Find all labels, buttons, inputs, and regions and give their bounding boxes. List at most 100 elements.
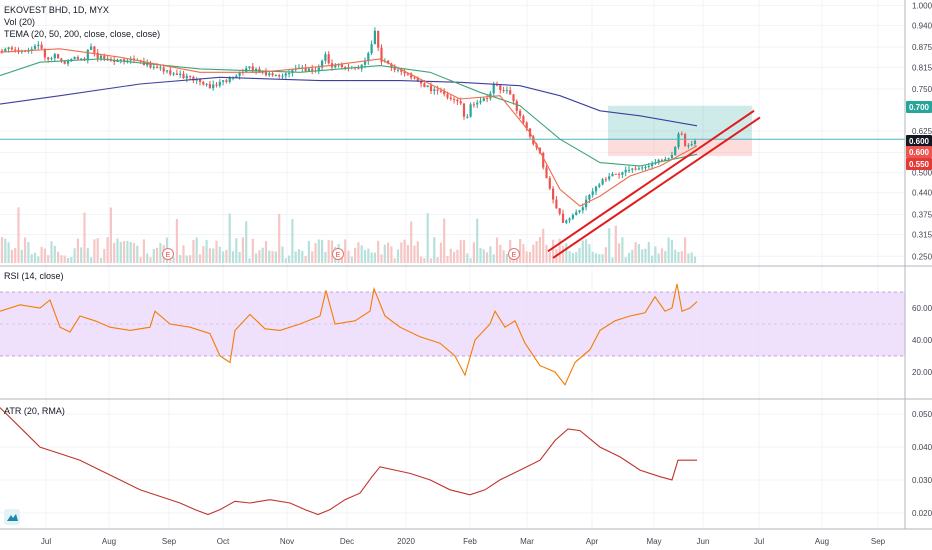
volume-bar [627,252,631,263]
candle-body [433,89,436,92]
atr-tick-label: 0.020 [912,509,932,518]
candle-body [396,69,400,71]
candle-body [264,70,268,76]
candle-body [604,179,607,181]
candle-body [532,136,535,145]
trendline[interactable] [552,116,761,259]
tema-200-line[interactable] [0,76,698,127]
volume-bar [33,252,37,263]
volume-bar [109,207,112,263]
volume-bar [99,257,103,263]
volume-bar [505,253,508,263]
candle-body [512,94,515,102]
volume-bar [294,251,297,263]
volume-bar [429,258,433,263]
candle-body [192,76,195,81]
volume-bar [231,251,235,263]
candle-body [235,75,238,78]
volume-bar [367,248,370,263]
volume-bar [304,255,307,263]
position-zones[interactable] [608,105,752,156]
candle-body [647,165,650,167]
trendline[interactable] [547,109,755,253]
candle-body [657,159,660,163]
candle-body [10,47,13,50]
candle-body [413,77,416,79]
volume-bar [179,255,182,263]
tradingview-logo-icon [4,509,20,525]
candle-body [542,153,545,168]
volume-bar [406,244,409,263]
tema-50-line[interactable] [0,58,698,167]
candle-body [571,215,574,219]
volume-bar [423,258,426,263]
volume-bar [215,240,218,263]
volume-bar [350,256,353,263]
candle-body [222,80,225,82]
candle-body [202,81,205,85]
candle-body [591,191,594,195]
candle-body [165,70,169,72]
earnings-marker[interactable] [332,248,344,260]
volume-bar [637,243,640,263]
price-tick-label: 0.815 [912,63,932,72]
volume-bar [132,243,136,263]
candle-body [33,46,37,49]
candle-body [4,48,7,52]
volume-bar [680,251,683,263]
volume-bar [479,248,482,263]
price-tag-label: 0.600 [909,148,930,157]
volume-bar [172,257,175,263]
rsi-tick-label: 60.00 [912,304,932,313]
x-tick-label: Jul [754,537,764,546]
volume-bar [241,237,244,263]
volume-bar [416,241,419,263]
candle-body [449,97,452,100]
volume-bar [205,239,208,263]
candle-body [393,67,396,70]
volume-bar [142,239,145,263]
volume-bar [453,251,456,263]
earnings-marker[interactable] [508,248,520,260]
price-tag-label: 0.700 [909,103,930,112]
candle-body [50,58,53,60]
candle-body [57,54,60,59]
rsi-pane[interactable] [0,283,905,386]
atr-line[interactable] [0,407,697,516]
candle-body [575,212,578,216]
volume-bar [363,249,367,263]
volume-bar [670,239,673,263]
volume-bar [396,249,400,263]
volume-bar [24,237,27,263]
position-zone-loss[interactable] [608,139,752,156]
price-tick-label: 0.315 [912,231,932,240]
volume-bar [644,248,647,263]
volume-bar [258,250,261,263]
atr-pane[interactable] [0,407,697,516]
candle-body [7,47,10,49]
candle-body [410,73,413,78]
candle-body [37,44,40,47]
candle-body [159,67,162,69]
candle-body [255,68,258,71]
candle-body [459,101,462,104]
x-tick-label: Aug [102,537,116,546]
tema-20-line[interactable] [0,48,698,207]
price-tick-label: 0.940 [912,21,932,30]
candle-body [446,94,449,98]
candle-body [238,71,241,76]
volume-bar [274,251,277,263]
volume-bar [571,252,574,263]
x-tick-label: Aug [815,537,829,546]
earnings-marker[interactable] [162,248,174,260]
volume-bar [377,240,380,263]
volume-bar [575,252,578,263]
rsi-line[interactable] [0,283,698,386]
price-tick-label: 0.250 [912,252,932,261]
volume-bars [0,207,697,263]
candle-body [390,63,393,68]
candle-body [195,79,198,81]
volume-bar [307,241,310,263]
